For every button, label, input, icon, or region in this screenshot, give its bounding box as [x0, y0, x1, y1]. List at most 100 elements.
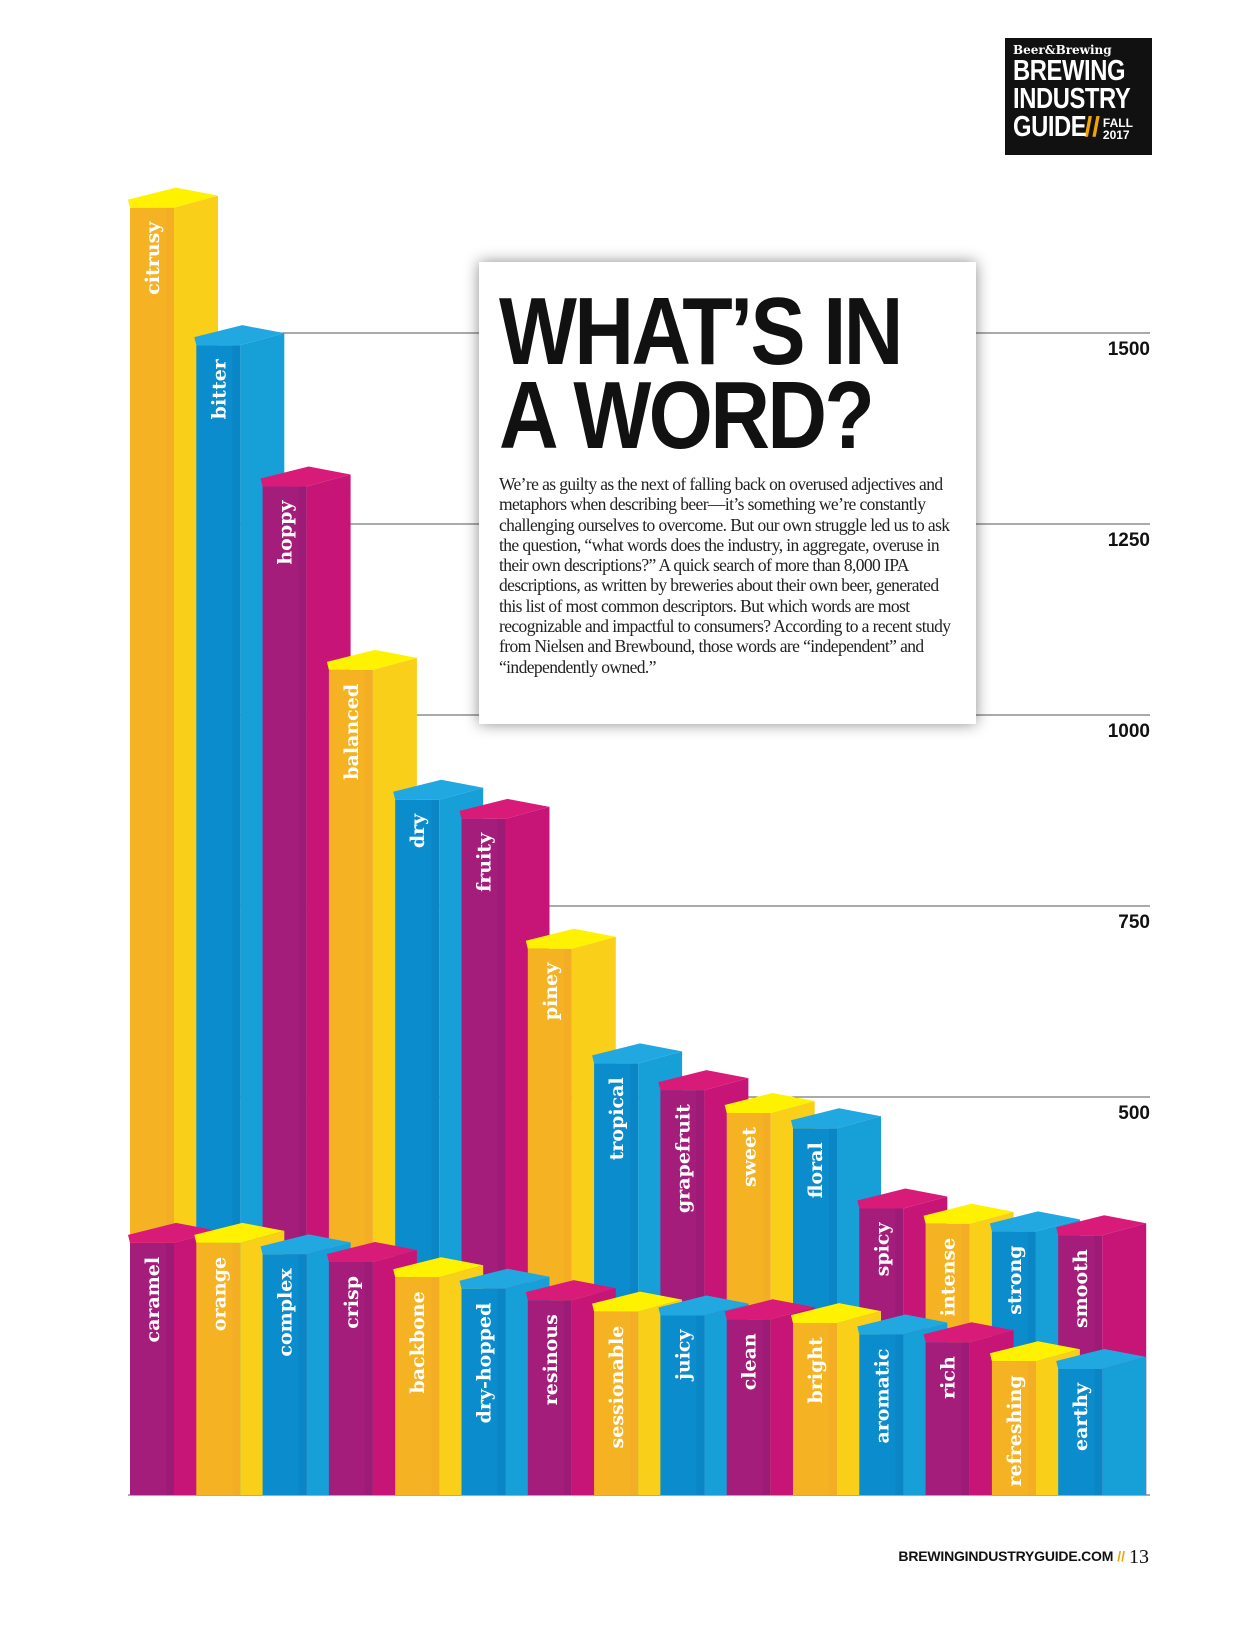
bar-label-juicy: juicy — [672, 1329, 694, 1382]
bar-top-balanced — [326, 649, 417, 670]
bar-top-piney — [525, 928, 616, 949]
bar-shadow-clean — [762, 1319, 771, 1495]
bar-label-complex: complex — [275, 1268, 297, 1357]
bar-shadow-sessionable — [630, 1311, 639, 1495]
page-footer: BREWINGINDUSTRYGUIDE.COM//13 — [898, 1546, 1149, 1569]
bar-top-dry — [393, 779, 484, 800]
bar-top-refreshing — [989, 1341, 1080, 1362]
bar-label-tropical: tropical — [606, 1077, 628, 1160]
bar-label-smooth: smooth — [1070, 1249, 1092, 1328]
bar-label-clean: clean — [739, 1333, 761, 1390]
brand-season: FALL — [1102, 116, 1133, 130]
bar-front-rich — [925, 1342, 970, 1495]
bar-top-orange — [194, 1222, 285, 1243]
bar-label-earthy: earthy — [1070, 1382, 1092, 1451]
bar-label-backbone: backbone — [407, 1291, 429, 1393]
bar-front-crisp — [328, 1261, 373, 1495]
magazine-name: Beer&Brewing — [1013, 43, 1112, 57]
bar-label-refreshing: refreshing — [1004, 1375, 1026, 1486]
bar-front-refreshing — [991, 1361, 1036, 1495]
bar-shadow-juicy — [696, 1315, 705, 1495]
y-tick-1000: 1000 — [1108, 721, 1150, 742]
bar-top-clean — [724, 1299, 815, 1320]
article-headline: WHAT’S IN A WORD? — [499, 278, 903, 464]
bar-front-aromatic — [859, 1334, 904, 1495]
article-body: We’re as guilty as the next of falling b… — [499, 474, 951, 677]
bar-shadow-hoppy — [298, 486, 307, 1495]
footer-site: BREWINGINDUSTRYGUIDE.COM — [898, 1548, 1114, 1565]
bar-label-bitter: bitter — [208, 358, 230, 419]
bar-shadow-dry-hopped — [497, 1288, 506, 1495]
bar-label-crisp: crisp — [341, 1276, 363, 1329]
front-bar-dry-hopped: dry-hopped — [459, 1268, 550, 1495]
brand-line-1: BREWING — [1013, 55, 1126, 87]
footer-separator: // — [1117, 1548, 1125, 1565]
bar-label-bright: bright — [805, 1337, 827, 1404]
bar-label-intense: intense — [938, 1238, 960, 1317]
bar-label-floral: floral — [805, 1142, 827, 1198]
bar-label-grapefruit: grapefruit — [672, 1104, 694, 1213]
bar-shadow-citrusy — [166, 207, 174, 1495]
bar-top-fruity — [459, 798, 550, 819]
article-box: WHAT’S IN A WORD? We’re as guilty as the… — [479, 262, 976, 724]
bar-top-juicy — [658, 1295, 749, 1316]
y-tick-1500: 1500 — [1108, 339, 1150, 360]
bar-label-orange: orange — [208, 1257, 230, 1331]
bar-label-aromatic: aromatic — [871, 1349, 893, 1444]
bar-shadow-refreshing — [1027, 1361, 1036, 1495]
bar-top-bitter — [194, 325, 285, 346]
bar-front-earthy — [1058, 1368, 1103, 1495]
bar-label-piney: piney — [540, 962, 562, 1020]
bar-front-juicy — [660, 1315, 705, 1495]
bar-top-dry-hopped — [459, 1268, 550, 1289]
bar-label-fruity: fruity — [474, 832, 496, 892]
bar-shadow-bitter — [232, 345, 241, 1496]
bar-front-orange — [196, 1242, 241, 1495]
bar-shadow-complex — [298, 1254, 307, 1495]
bar-label-strong: strong — [1004, 1245, 1026, 1314]
bar-shadow-backbone — [431, 1277, 440, 1495]
bar-front-caramel — [130, 1242, 174, 1495]
brand-year: 2017 — [1102, 128, 1130, 142]
bar-label-rich: rich — [938, 1356, 960, 1399]
bar-label-balanced: balanced — [341, 684, 363, 780]
bar-top-strong — [989, 1211, 1080, 1232]
bar-top-caramel — [128, 1222, 218, 1243]
bar-shadow-bright — [829, 1323, 837, 1495]
bar-label-dry-hopped: dry-hopped — [474, 1303, 496, 1424]
bar-top-floral — [791, 1108, 881, 1129]
brand-logo: Beer&Brewing BREWING INDUSTRY GUIDE // F… — [1005, 38, 1152, 155]
bar-shadow-rich — [961, 1342, 970, 1495]
bar-top-sessionable — [592, 1291, 683, 1312]
bar-shadow-grapefruit — [696, 1090, 705, 1495]
bar-side-earthy — [1102, 1356, 1147, 1495]
bar-top-hoppy — [260, 466, 351, 487]
bar-front-clean — [726, 1319, 771, 1495]
bar-shadow-dry — [431, 799, 440, 1495]
bar-top-smooth — [1056, 1215, 1147, 1236]
bar-shadow-earthy — [1094, 1368, 1103, 1495]
bar-front-resinous — [527, 1300, 572, 1495]
bar-shadow-piney — [563, 948, 572, 1495]
bar-label-hoppy: hoppy — [275, 500, 297, 565]
bar-top-citrusy — [128, 187, 218, 208]
bar-top-resinous — [525, 1280, 616, 1301]
bar-top-backbone — [393, 1257, 484, 1278]
brand-slash: // — [1084, 111, 1100, 142]
bar-label-citrusy: citrusy — [142, 221, 164, 295]
page-number: 13 — [1129, 1546, 1149, 1568]
bar-front-sessionable — [594, 1311, 639, 1495]
bar-shadow-crisp — [364, 1261, 373, 1495]
bar-top-spicy — [857, 1188, 948, 1209]
bar-top-grapefruit — [658, 1070, 749, 1091]
bar-shadow-balanced — [364, 669, 373, 1495]
brand-line-2: INDUSTRY — [1013, 83, 1131, 115]
bar-top-complex — [260, 1234, 351, 1255]
front-bar-refreshing: refreshing — [989, 1341, 1080, 1495]
y-tick-500: 500 — [1118, 1103, 1150, 1124]
headline-line-1: WHAT’S IN — [499, 278, 903, 385]
y-tick-labels: 500 750 1000 1250 1500 — [1108, 339, 1150, 1124]
front-row-bars: caramel orange complex crisp backbone dry-hop… — [128, 1222, 1147, 1495]
front-bar-earthy: earthy — [1056, 1348, 1147, 1495]
